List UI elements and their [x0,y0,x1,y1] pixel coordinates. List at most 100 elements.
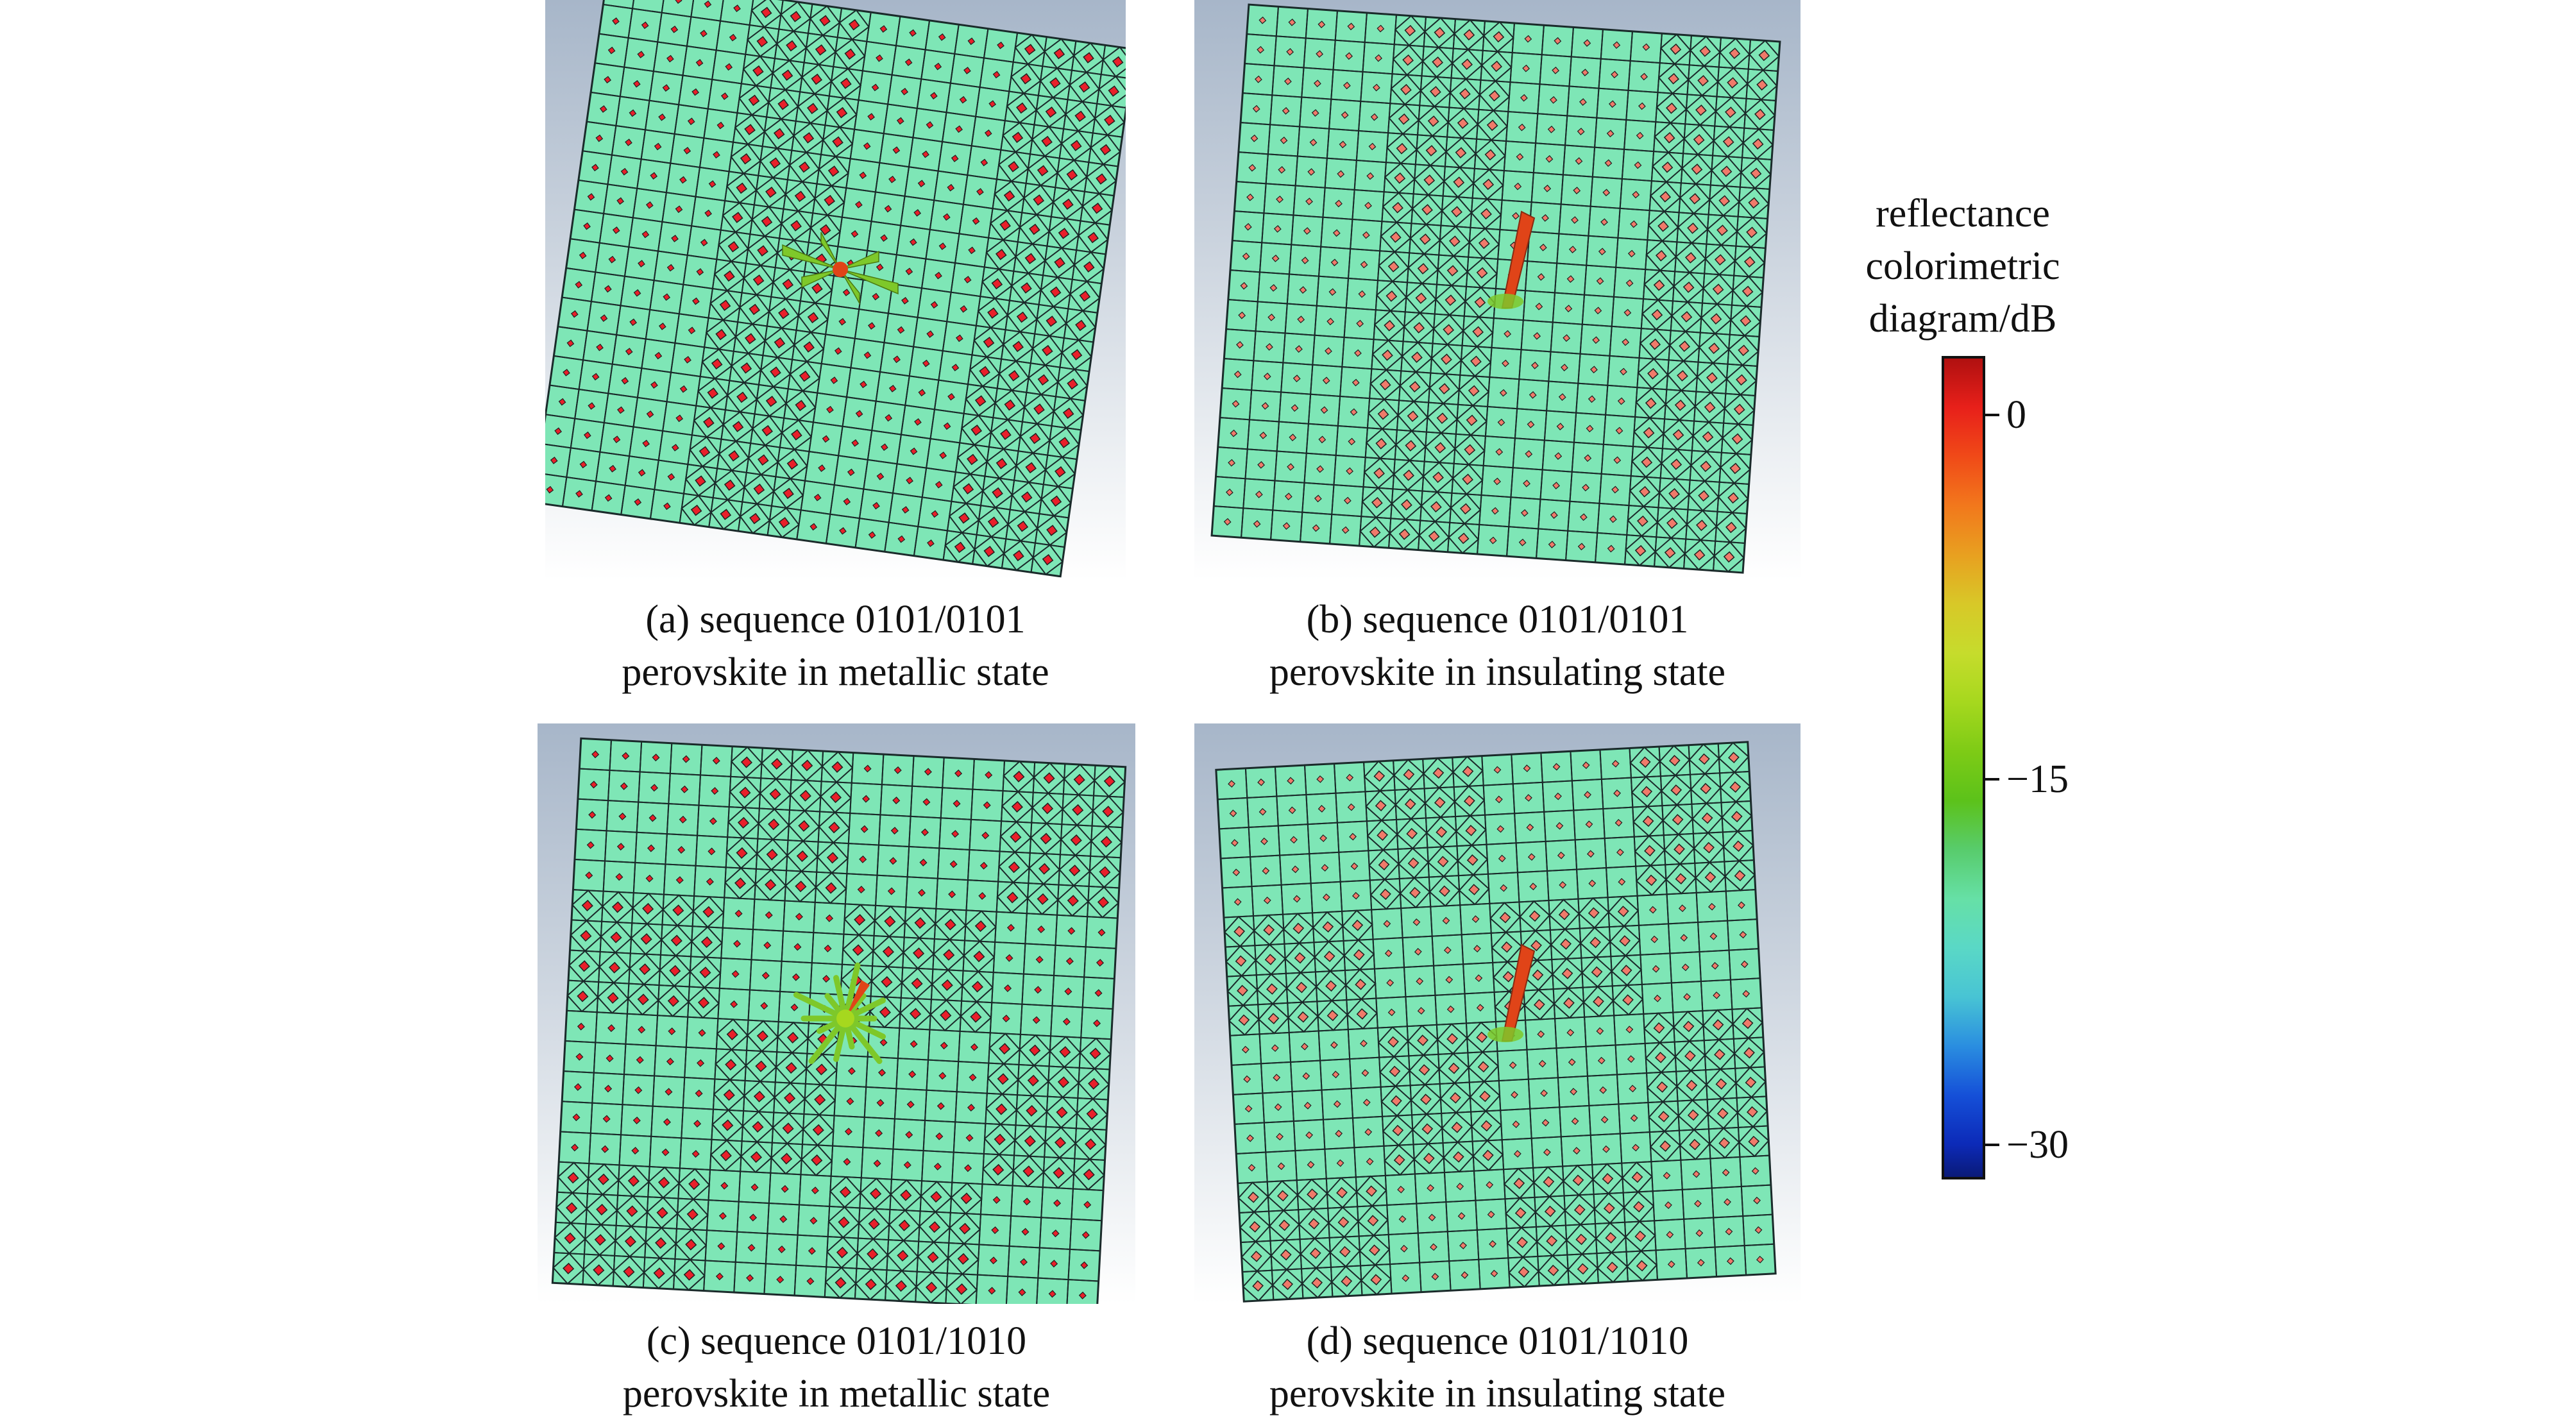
unit-dot [1722,136,1734,148]
unit-dot [546,486,554,494]
unit-dot [947,393,955,401]
unit-dot [1255,75,1262,83]
unit-dot [1756,1255,1764,1264]
unit-dot [1387,260,1400,273]
unit-dot [795,913,803,921]
unit-dot [752,65,764,77]
unit-dot [647,844,656,852]
unit-dot [1479,1090,1491,1103]
unit-dot [1439,885,1450,897]
unit-dot [1434,797,1446,809]
unit-dot [1453,176,1465,189]
unit-dot [1559,881,1567,889]
unit-dot [781,69,793,81]
coding-ring [673,1258,706,1291]
unit-dot [1269,283,1278,292]
unit-dot [571,1144,579,1152]
unit-dot [675,876,684,884]
unit-dot [1630,1114,1638,1122]
unit-dot [1650,935,1659,943]
unit-dot [1614,818,1623,827]
unit-dot [1236,341,1244,349]
unit-dot [1573,187,1581,194]
unit-dot [688,326,696,335]
unit-dot [1288,806,1296,815]
coding-ring [1654,537,1686,569]
unit-dot [1258,807,1267,816]
unit-dot [1280,136,1288,144]
unit-dot [711,358,723,370]
unit-dot [835,1276,847,1289]
unit-dot [566,339,575,348]
unit-dot [1535,302,1543,310]
unit-dot [583,431,591,439]
unit-dot [940,1009,952,1022]
unit-dot [1486,1181,1494,1189]
unit-dot [1056,1106,1068,1119]
unit-dot [1493,477,1501,486]
unit-dot [1380,888,1391,900]
unit-dot [1083,261,1095,273]
unit-dot [1465,825,1477,836]
unit-dot [1022,1197,1031,1206]
unit-dot [1713,991,1721,999]
unit-dot [829,791,842,804]
unit-dot [1643,427,1655,439]
unit-dot [877,1069,886,1077]
colorbar-title-line2: colorimetric [1865,244,2060,288]
unit-dot [980,158,988,167]
unit-dot [640,933,652,945]
unit-dot [831,761,843,773]
unit-dot [1682,282,1695,293]
unit-dot [1058,437,1071,448]
unit-dot [1252,105,1260,113]
unit-dot [1385,290,1398,302]
beam-center [836,1010,854,1027]
unit-dot [1687,1109,1699,1121]
unit-dot [577,1022,585,1031]
unit-dot [867,113,875,121]
unit-dot [1529,391,1537,399]
unit-dot [1665,1201,1672,1209]
unit-dot [1350,408,1358,416]
unit-dot [1487,1210,1495,1219]
unit-dot [1675,873,1687,884]
unit-dot [1698,490,1709,502]
unit-dot [1244,1104,1253,1113]
unit-dot [1681,311,1693,323]
coding-ring [552,1252,585,1285]
unit-dot [1602,1172,1614,1185]
unit-dot [1008,370,1020,382]
unit-dot [967,37,976,46]
unit-dot [629,109,637,117]
unit-dot [1059,1046,1071,1058]
unit-dot [814,1094,826,1106]
unit-dot [862,795,870,803]
unit-dot [1247,1191,1259,1203]
unit-dot [781,1153,793,1165]
metasurface-grid [1215,741,1777,1303]
unit-dot [587,193,595,201]
unit-dot [1679,341,1691,352]
unit-dot [1417,1035,1428,1046]
unit-dot [1463,795,1475,807]
unit-dot [957,1253,969,1265]
unit-dot [621,376,629,385]
unit-dot [951,830,960,838]
colorbar-title-line1: reflectance [1876,192,2050,235]
unit-dot [626,1205,638,1217]
unit-dot [1543,184,1552,192]
unit-dot [795,881,807,893]
unit-dot [1704,871,1716,883]
unit-dot [1417,263,1429,275]
caption-b-line2: perovskite in insulating state [1269,650,1726,694]
unit-dot [1670,43,1682,55]
unit-dot [606,1054,614,1063]
unit-dot [1482,1149,1494,1162]
scattering-pattern [793,962,886,1064]
unit-dot [1597,1056,1606,1065]
unit-dot [1613,41,1621,49]
unit-dot [698,1029,706,1037]
unit-dot [947,183,955,192]
unit-dot [1609,515,1617,523]
